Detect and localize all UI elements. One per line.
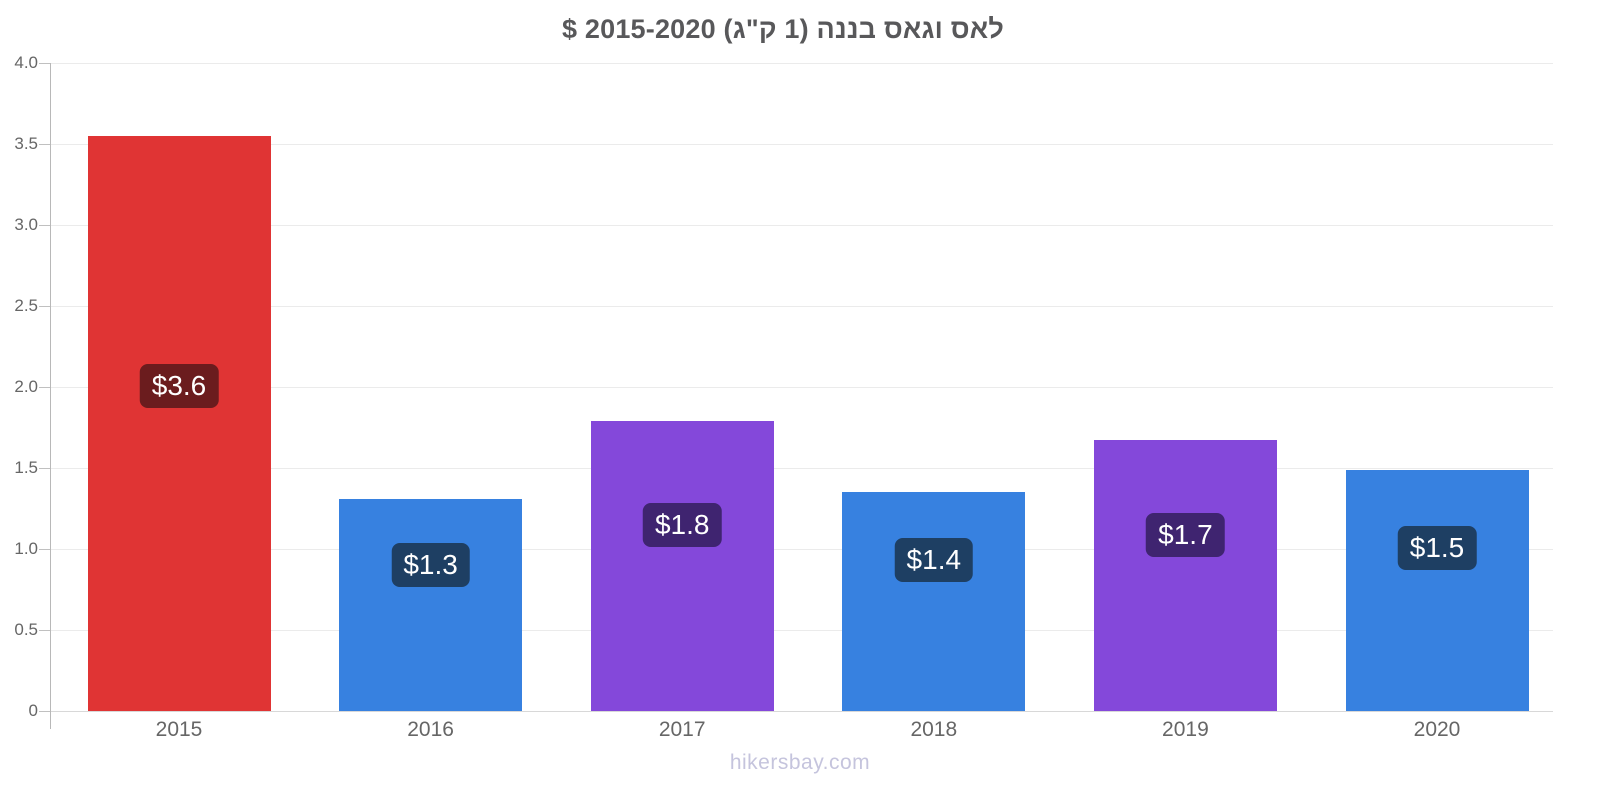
y-axis-tick [39, 468, 50, 469]
x-axis-label-2018: 2018 [910, 718, 958, 741]
gridline [50, 549, 1553, 550]
gridline [50, 144, 1553, 145]
y-axis-label: 2.0 [14, 377, 38, 396]
y-axis-label: 2.5 [14, 296, 38, 315]
bar-2018 [842, 492, 1026, 711]
y-axis-label: 1.0 [14, 539, 38, 558]
y-axis-tick [39, 144, 50, 145]
x-axis-label-2019: 2019 [1162, 718, 1209, 741]
y-axis-tick [39, 387, 50, 388]
y-axis-label: 1.5 [14, 458, 38, 477]
x-axis-label-2020: 2020 [1413, 718, 1461, 741]
x-axis-line [50, 711, 1553, 712]
gridline [50, 468, 1553, 469]
bar-value-label: $1.4 [894, 537, 974, 582]
watermark-hikersbay: hikersbay.com [729, 751, 871, 774]
gridline [50, 630, 1553, 631]
y-axis-label: 3.0 [14, 215, 38, 234]
bar-value-label: $1.3 [391, 542, 470, 587]
bar-value-label: $1.5 [1397, 526, 1477, 571]
bar-2015 [87, 136, 271, 711]
bar-value-label: $1.7 [1146, 512, 1225, 557]
x-axis-label-2016: 2016 [407, 718, 454, 741]
bar-2017 [590, 421, 774, 711]
y-axis-tick [39, 711, 50, 712]
bar-2019 [1093, 440, 1277, 711]
gridline [50, 387, 1553, 388]
y-axis-tick [39, 630, 50, 631]
chart-title: לאס וגאס בננה (1 ק"ג) 2015-2020 $ [561, 14, 1005, 44]
gridline [50, 306, 1553, 307]
bar-2016 [339, 499, 523, 711]
y-axis-label: 0.5 [14, 620, 38, 639]
bar-2020 [1345, 470, 1529, 711]
gridline [50, 225, 1553, 226]
y-axis-tick [39, 306, 50, 307]
y-axis-label: 0 [28, 701, 38, 720]
bar-value-label: $3.6 [139, 364, 219, 409]
y-axis-line [50, 63, 51, 729]
y-axis-label: 4.0 [14, 53, 38, 72]
y-axis-tick [39, 549, 50, 550]
y-axis-tick [39, 63, 50, 64]
y-axis-tick [39, 225, 50, 226]
x-axis-label-2017: 2017 [658, 718, 706, 741]
x-axis-label-2015: 2015 [155, 718, 203, 741]
gridline [50, 63, 1553, 64]
bar-value-label: $1.8 [642, 503, 722, 548]
y-axis-label: 3.5 [14, 134, 38, 153]
